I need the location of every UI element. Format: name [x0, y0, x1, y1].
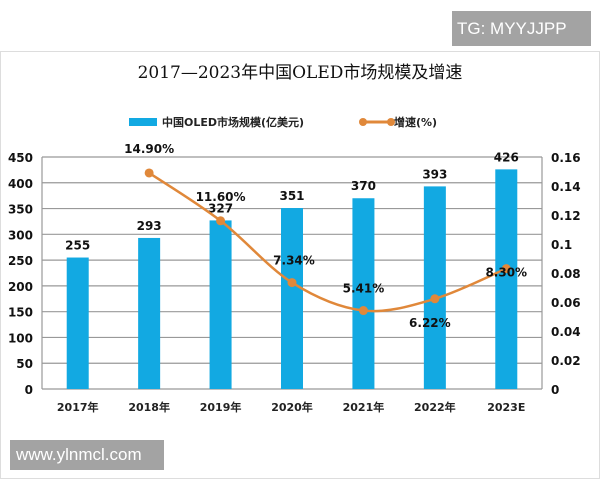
line-marker: [144, 168, 154, 178]
y-left-tick-label: 350: [8, 203, 33, 217]
y-right-tick-label: 0.1: [551, 238, 572, 252]
x-tick-label: 2017年: [57, 400, 99, 414]
line-data-label: 11.60%: [196, 190, 246, 204]
line-marker: [430, 294, 440, 304]
x-tick-label: 2022年: [414, 400, 456, 414]
bar: [423, 186, 446, 389]
y-left-tick-label: 300: [8, 228, 33, 242]
bar: [495, 169, 518, 389]
y-left-tick-label: 200: [8, 280, 33, 294]
y-right-tick-label: 0.06: [551, 296, 581, 310]
bar-data-label: 393: [422, 167, 447, 181]
x-tick-label: 2023E: [487, 401, 525, 414]
legend-line-label: 增速(%): [394, 115, 437, 129]
bar-data-label: 370: [351, 179, 376, 193]
y-left-tick-label: 450: [8, 151, 33, 165]
y-right-tick-label: 0.14: [551, 180, 581, 194]
legend-bar-label: 中国OLED市场规模(亿美元): [162, 115, 304, 129]
line-data-label: 6.22%: [409, 316, 451, 330]
y-left-tick-label: 150: [8, 306, 33, 320]
line-data-label: 14.90%: [124, 142, 174, 156]
y-left-tick-label: 400: [8, 177, 33, 191]
line-marker: [287, 278, 297, 288]
x-tick-label: 2021年: [343, 400, 385, 414]
legend-line-marker: [359, 118, 367, 126]
x-tick-label: 2020年: [271, 400, 313, 414]
x-tick-label: 2019年: [200, 400, 242, 414]
y-left-tick-label: 250: [8, 254, 33, 268]
line-marker: [501, 264, 511, 274]
bar-data-label: 351: [279, 189, 304, 203]
y-right-tick-label: 0.02: [551, 354, 581, 368]
y-right-tick-label: 0.08: [551, 267, 581, 281]
y-right-tick-label: 0.16: [551, 151, 581, 165]
y-left-tick-label: 50: [16, 357, 33, 371]
y-right-tick-label: 0: [551, 383, 559, 397]
y-right-tick-label: 0.04: [551, 325, 581, 339]
y-right-tick-label: 0.12: [551, 209, 581, 223]
legend-line-marker: [387, 118, 395, 126]
chart-title: 2017—2023年中国OLED市场规模及增速: [137, 63, 463, 83]
bar-data-label: 293: [137, 219, 162, 233]
bar: [66, 257, 89, 389]
line-data-label: 7.34%: [273, 254, 315, 268]
watermark-top: TG: MYYJJPP: [452, 11, 591, 46]
line-data-label: 5.41%: [343, 282, 385, 296]
line-marker: [358, 306, 368, 316]
y-left-tick-label: 0: [25, 383, 33, 397]
bar: [138, 237, 161, 389]
line-marker: [216, 216, 226, 226]
watermark-bottom: www.ylnmcl.com: [10, 440, 164, 470]
bar-data-label: 255: [65, 239, 90, 253]
line-data-label: 8.30%: [485, 266, 527, 280]
x-tick-label: 2018年: [128, 400, 170, 414]
bar-data-label: 426: [494, 150, 519, 164]
bar: [352, 198, 375, 389]
bar: [281, 208, 303, 389]
y-left-tick-label: 100: [8, 331, 33, 345]
bar-data-label: 327: [208, 201, 233, 215]
legend-bar-swatch: [129, 118, 157, 126]
bar: [209, 220, 232, 389]
